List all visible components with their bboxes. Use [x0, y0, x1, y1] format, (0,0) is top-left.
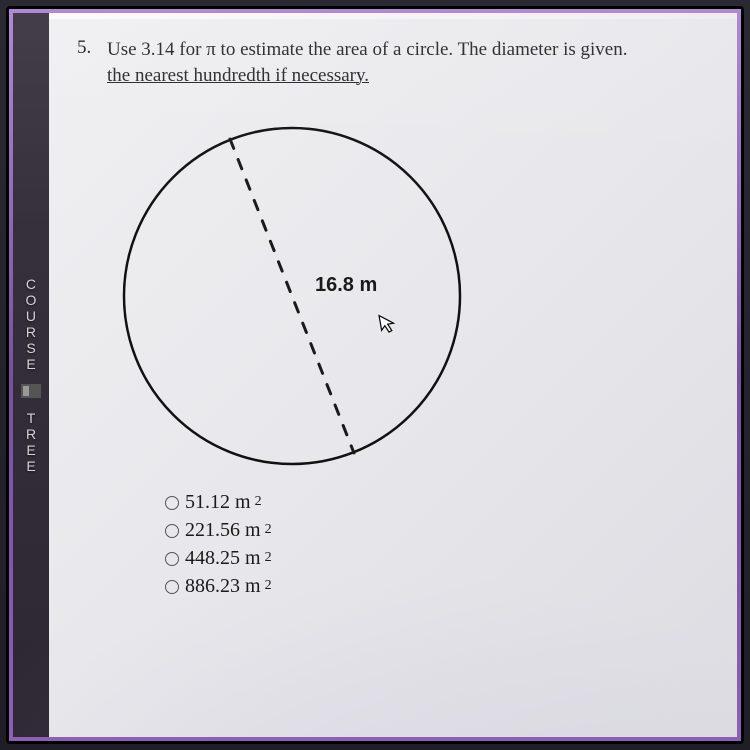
squared-sup: 2 — [255, 492, 262, 512]
sidebar-divider-icon — [21, 384, 41, 398]
app-window: COURSE TREE 5. Use 3.14 for π to estimat… — [9, 9, 741, 741]
circle-svg — [117, 116, 477, 476]
question-number: 5. — [77, 37, 99, 88]
radio-icon[interactable] — [165, 552, 179, 566]
squared-sup: 2 — [265, 520, 272, 540]
screen-frame: COURSE TREE 5. Use 3.14 for π to estimat… — [6, 6, 744, 744]
question-body: Use 3.14 for π to estimate the area of a… — [107, 37, 627, 88]
option-b[interactable]: 221.56 m2 — [165, 516, 727, 544]
question-line2: the nearest hundredth if necessary. — [107, 65, 369, 86]
squared-sup: 2 — [265, 576, 272, 596]
question-text: 5. Use 3.14 for π to estimate the area o… — [77, 37, 727, 88]
circle-diagram: 16.8 m — [117, 116, 477, 476]
sidebar: COURSE TREE — [13, 13, 49, 737]
answer-options: 51.12 m2 221.56 m2 448.25 m2 886.23 m2 — [165, 488, 727, 600]
sidebar-label-tree[interactable]: TREE — [26, 410, 36, 474]
option-d[interactable]: 886.23 m2 — [165, 572, 727, 600]
option-a-value: 51.12 m — [185, 488, 251, 516]
circle-outline — [124, 128, 460, 464]
option-a[interactable]: 51.12 m2 — [165, 488, 727, 516]
radio-icon[interactable] — [165, 524, 179, 538]
option-d-value: 886.23 m — [185, 572, 261, 600]
option-c[interactable]: 448.25 m2 — [165, 544, 727, 572]
question-line1: Use 3.14 for π to estimate the area of a… — [107, 39, 627, 60]
squared-sup: 2 — [265, 548, 272, 568]
diameter-label: 16.8 m — [315, 274, 377, 297]
sidebar-label-course[interactable]: COURSE — [26, 276, 37, 373]
option-b-value: 221.56 m — [185, 516, 261, 544]
radio-icon[interactable] — [165, 496, 179, 510]
radio-icon[interactable] — [165, 580, 179, 594]
monitor-bezel: COURSE TREE 5. Use 3.14 for π to estimat… — [0, 0, 750, 750]
option-c-value: 448.25 m — [185, 544, 261, 572]
question-content: 5. Use 3.14 for π to estimate the area o… — [49, 13, 737, 737]
